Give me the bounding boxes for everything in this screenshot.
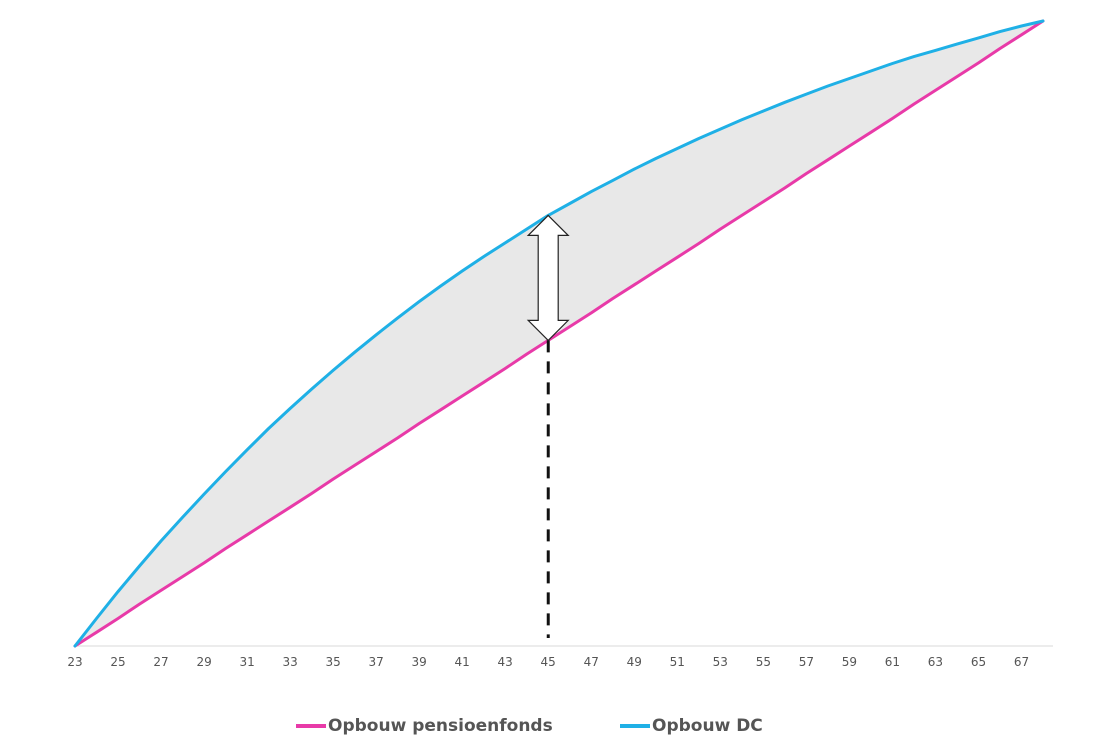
x-tick-label: 55 — [756, 655, 771, 669]
legend-label-pensioenfonds: Opbouw pensioenfonds — [328, 716, 553, 736]
x-tick-label: 29 — [196, 655, 211, 669]
double-arrow — [526, 214, 570, 342]
x-tick-labels: 23 25 27 29 31 33 35 37 39 41 43 45 47 49 51 53 55 57 59 61… — [67, 655, 1029, 669]
x-tick-label: 33 — [282, 655, 297, 669]
series-layer — [73, 19, 1045, 648]
x-tick-label: 57 — [799, 655, 814, 669]
x-tick-label: 47 — [584, 655, 599, 669]
annotation-layer — [526, 214, 570, 638]
x-tick-label: 45 — [541, 655, 556, 669]
x-tick-label: 39 — [412, 655, 427, 669]
x-tick-label: 25 — [110, 655, 125, 669]
series-line-dc — [73, 19, 1045, 648]
x-tick-label: 43 — [498, 655, 513, 669]
x-tick-label: 41 — [455, 655, 470, 669]
x-tick-label: 27 — [153, 655, 168, 669]
x-tick-label: 37 — [369, 655, 384, 669]
x-tick-label: 35 — [325, 655, 340, 669]
legend-swatch-pensioenfonds — [296, 724, 326, 728]
x-tick-label: 31 — [239, 655, 254, 669]
series-line-pensioenfonds — [73, 19, 1045, 648]
x-tick-label: 23 — [67, 655, 82, 669]
legend-item-dc: Opbouw DC — [620, 713, 763, 739]
legend-label-dc: Opbouw DC — [652, 716, 763, 736]
x-tick-label: 51 — [670, 655, 685, 669]
legend-item-pensioenfonds: Opbouw pensioenfonds — [296, 713, 553, 739]
x-tick-label: 49 — [627, 655, 642, 669]
x-tick-label: 53 — [713, 655, 728, 669]
x-tick-label: 63 — [928, 655, 943, 669]
x-tick-label: 61 — [885, 655, 900, 669]
legend-swatch-dc — [620, 724, 650, 728]
x-tick-label: 65 — [971, 655, 986, 669]
x-tick-label: 67 — [1014, 655, 1029, 669]
x-tick-label: 59 — [842, 655, 857, 669]
